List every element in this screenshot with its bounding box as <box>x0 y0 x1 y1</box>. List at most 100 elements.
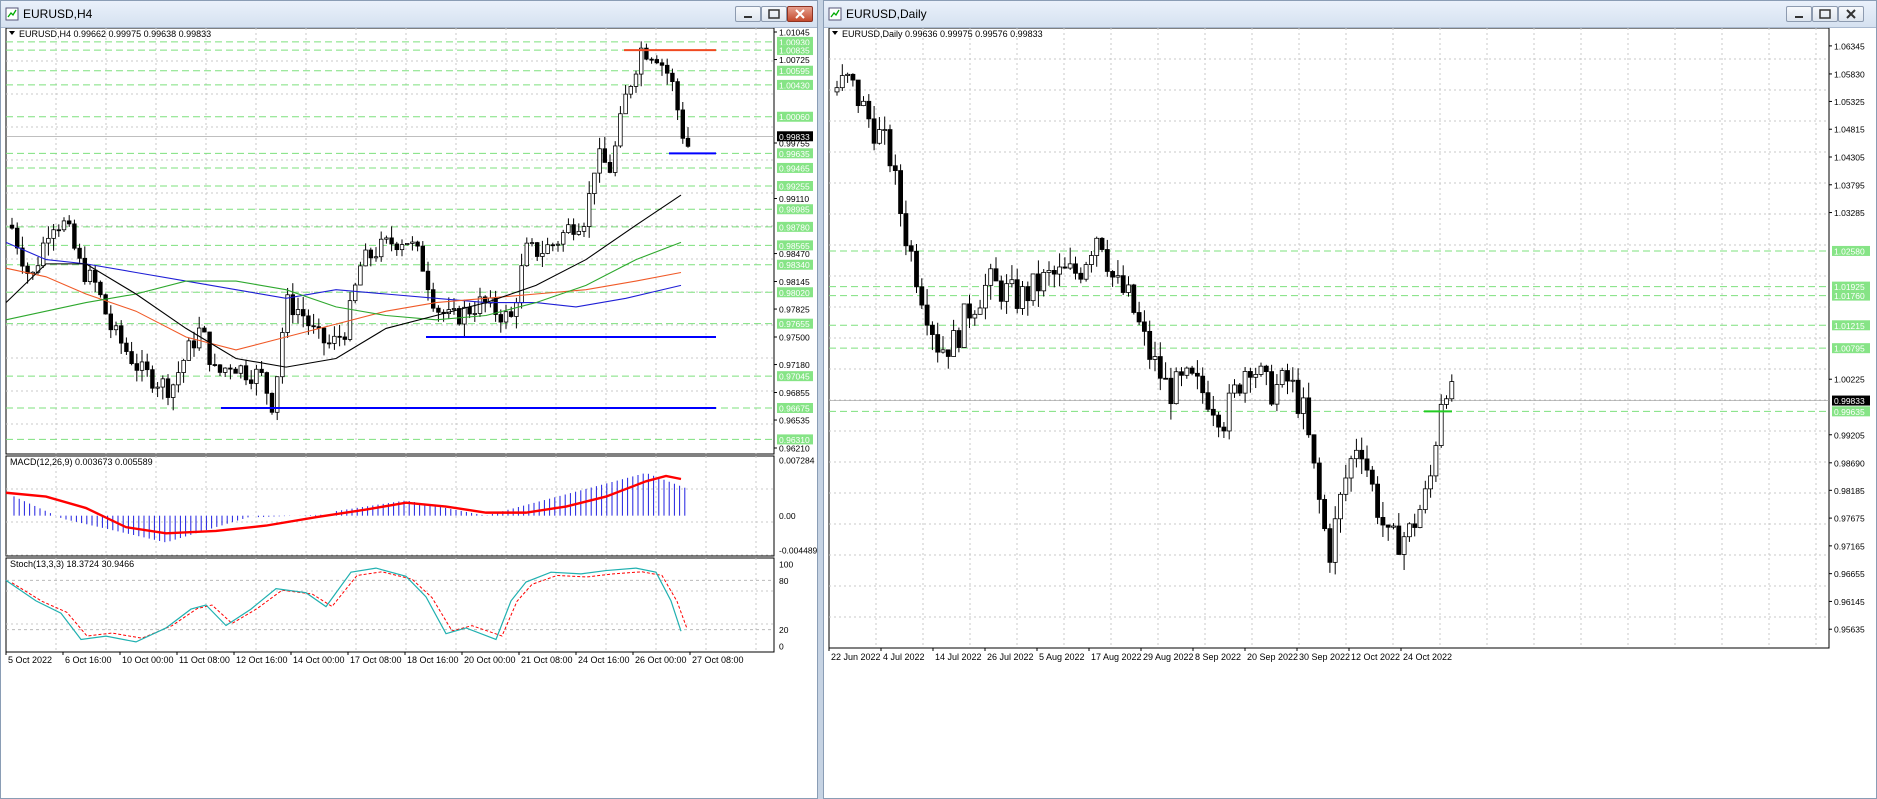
level-price-tag <box>777 181 813 192</box>
price-axis-label: 1.00930 <box>779 37 810 47</box>
bearish-candle <box>1120 275 1126 293</box>
price-axis-label: 0.98185 <box>1834 486 1865 496</box>
minimize-button[interactable] <box>735 6 761 22</box>
bullish-candle <box>597 148 602 174</box>
bearish-candle <box>1179 371 1184 376</box>
bearish-candle <box>14 227 20 249</box>
bearish-candle <box>1359 449 1365 460</box>
close-button[interactable] <box>1838 6 1864 22</box>
bearish-candle <box>914 250 919 288</box>
bullish-candle <box>1300 397 1306 414</box>
bearish-candle <box>924 304 930 326</box>
daily-chart-window[interactable]: EURUSD,Daily 1.06345 1.05830 1.05325 1.0481… <box>823 0 1877 799</box>
price-axis-label: 0.96310 <box>779 435 810 445</box>
bullish-candle <box>839 75 845 89</box>
price-axis-label: 0.97180 <box>779 360 810 370</box>
bullish-candle <box>160 378 165 388</box>
bearish-candle <box>1221 426 1227 432</box>
bullish-candle <box>274 376 280 413</box>
bearish-candle <box>20 247 25 267</box>
maximize-button[interactable] <box>1812 6 1838 22</box>
stoch-header-text: Stoch(13,3,3) 18.3724 30.9466 <box>10 559 134 569</box>
bearish-candle <box>1035 273 1041 292</box>
bearish-candle <box>1014 279 1020 309</box>
bullish-candle <box>181 359 186 373</box>
daily-window-titlebar[interactable]: EURUSD,Daily <box>824 1 1876 28</box>
bearish-candle <box>1295 379 1301 414</box>
time-axis-label: 8 Sep 2022 <box>1195 652 1241 662</box>
bullish-candle <box>540 253 545 257</box>
bullish-candle <box>46 237 51 244</box>
bearish-candle <box>571 224 576 235</box>
bearish-candle <box>1078 272 1084 280</box>
level-price-tag <box>1832 290 1870 301</box>
bearish-candle <box>300 309 306 317</box>
bearish-candle <box>1247 371 1253 378</box>
level-price-tag <box>777 371 813 382</box>
bearish-candle <box>654 59 659 64</box>
time-axis-label: 22 Jun 2022 <box>831 652 881 662</box>
time-axis-label: 14 Oct 00:00 <box>293 655 345 665</box>
bearish-candle <box>93 269 98 283</box>
bullish-candle <box>196 327 202 349</box>
bullish-candle <box>1020 286 1025 309</box>
h4-window-titlebar[interactable]: EURUSD,H4 <box>1 1 817 28</box>
close-icon <box>1846 9 1856 19</box>
chart-header-text: EURUSD,H4 0.99662 0.99975 0.99638 0.9983… <box>19 29 211 39</box>
bullish-candle <box>1417 509 1423 528</box>
bearish-candle <box>1141 321 1147 332</box>
stoch-main-line <box>5 567 682 643</box>
bullish-candle <box>285 294 290 333</box>
bearish-candle <box>659 62 665 66</box>
maximize-button[interactable] <box>761 6 787 22</box>
bearish-candle <box>1168 377 1174 405</box>
price-axis-label: 1.01215 <box>1834 321 1865 331</box>
time-axis-label: 10 Oct 00:00 <box>122 655 174 665</box>
bullish-candle <box>1226 392 1232 432</box>
price-axis-label: 1.03795 <box>1834 180 1865 190</box>
minimize-button[interactable] <box>1786 6 1812 22</box>
level-price-tag <box>777 148 813 159</box>
bullish-candle <box>1444 398 1449 405</box>
h4-chart-window[interactable]: EURUSD,H4 1.01045 1.00930 1.00835 1.00725 1.… <box>0 0 818 799</box>
bearish-candle <box>1205 392 1211 410</box>
level-price-tag <box>1832 343 1870 354</box>
daily-chart-canvas[interactable]: 1.06345 1.05830 1.05325 1.04815 1.04305 1.037… <box>824 28 1876 798</box>
bearish-candle <box>202 327 207 333</box>
price-axis-label: 0.98780 <box>779 222 810 232</box>
stoch-axis-label: 0 <box>779 642 784 652</box>
price-axis-label: 1.04305 <box>1834 152 1865 162</box>
bullish-candle <box>982 284 988 309</box>
current-price-label: 0.99833 <box>1834 396 1865 406</box>
bullish-candle <box>87 269 93 282</box>
bearish-candle <box>1396 525 1402 555</box>
time-axis-label: 17 Aug 2022 <box>1091 652 1142 662</box>
price-axis-label: 1.05325 <box>1834 97 1865 107</box>
bullish-candle <box>410 241 415 244</box>
bearish-candle <box>394 243 399 251</box>
bearish-candle <box>493 297 498 315</box>
close-icon <box>795 9 805 19</box>
bearish-candle <box>1311 434 1317 464</box>
price-axis-label: 0.99635 <box>1834 407 1865 417</box>
bearish-candle <box>1136 312 1142 323</box>
h4-candles <box>9 41 691 421</box>
price-axis-label: 0.98340 <box>779 260 810 270</box>
close-button[interactable] <box>787 6 813 22</box>
bearish-candle <box>212 364 217 366</box>
price-axis-label: 0.97655 <box>779 319 810 329</box>
price-axis-label: 0.98470 <box>779 249 810 259</box>
bearish-candle <box>1099 237 1105 250</box>
bearish-candle <box>930 324 935 335</box>
bearish-candle <box>228 367 233 370</box>
bullish-candle <box>545 244 550 254</box>
bearish-candle <box>498 314 503 323</box>
bullish-candle <box>352 284 358 302</box>
bearish-candle <box>425 270 431 291</box>
bullish-candle <box>1083 264 1089 280</box>
price-axis-label: 1.00835 <box>779 46 810 56</box>
bearish-candle <box>25 265 30 274</box>
bullish-candle <box>1067 263 1073 269</box>
bearish-candle <box>9 224 15 229</box>
